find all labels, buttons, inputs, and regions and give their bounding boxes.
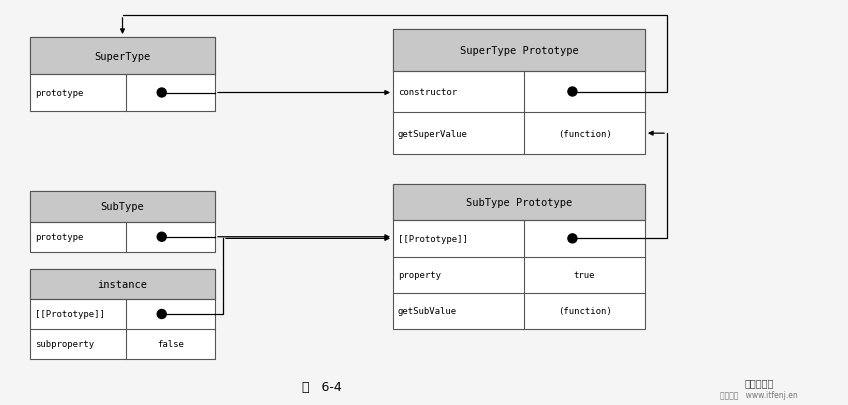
Text: SuperType: SuperType xyxy=(94,51,151,61)
Bar xyxy=(30,38,215,75)
Text: SuperType Prototype: SuperType Prototype xyxy=(460,46,578,56)
Bar xyxy=(393,30,645,72)
Circle shape xyxy=(157,310,166,319)
Text: prototype: prototype xyxy=(35,233,83,242)
Bar xyxy=(393,30,645,155)
Circle shape xyxy=(568,88,577,97)
Text: prototype: prototype xyxy=(35,89,83,98)
Text: subproperty: subproperty xyxy=(35,340,94,349)
Text: property: property xyxy=(398,271,441,279)
Bar xyxy=(30,269,215,299)
Text: 图   6-4: 图 6-4 xyxy=(303,380,342,393)
Text: [[Prototype]]: [[Prototype]] xyxy=(35,310,105,319)
Circle shape xyxy=(157,233,166,242)
Text: constructor: constructor xyxy=(398,88,457,97)
Bar xyxy=(30,269,215,359)
Text: [[Prototype]]: [[Prototype]] xyxy=(398,234,468,243)
Text: (function): (function) xyxy=(558,307,611,315)
Bar xyxy=(30,192,215,252)
Bar xyxy=(393,185,645,221)
Text: 易己实现   www.itfenj.en: 易己实现 www.itfenj.en xyxy=(720,390,798,399)
Circle shape xyxy=(157,89,166,98)
Text: getSubValue: getSubValue xyxy=(398,307,457,315)
Text: getSuperValue: getSuperValue xyxy=(398,129,468,139)
Bar xyxy=(30,192,215,222)
Text: SubType: SubType xyxy=(101,202,144,212)
Text: SubType Prototype: SubType Prototype xyxy=(466,198,572,208)
Bar xyxy=(30,38,215,112)
Bar xyxy=(393,185,645,329)
Text: 云教程中心: 云教程中心 xyxy=(745,377,773,387)
Text: true: true xyxy=(574,271,595,279)
Text: false: false xyxy=(157,340,184,349)
Text: instance: instance xyxy=(98,279,148,289)
Text: (function): (function) xyxy=(558,129,611,139)
Circle shape xyxy=(568,234,577,243)
